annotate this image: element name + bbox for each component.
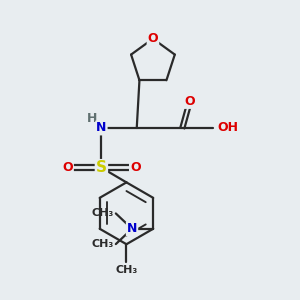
Text: CH₃: CH₃: [115, 265, 138, 275]
Text: N: N: [127, 222, 137, 235]
Text: OH: OH: [218, 122, 239, 134]
Text: O: O: [148, 32, 158, 45]
Text: N: N: [96, 122, 106, 134]
Text: S: S: [96, 160, 107, 175]
Text: H: H: [87, 112, 97, 125]
Text: CH₃: CH₃: [91, 208, 113, 218]
Text: O: O: [130, 161, 141, 174]
Text: O: O: [184, 95, 195, 108]
Text: O: O: [62, 161, 73, 174]
Text: CH₃: CH₃: [91, 239, 113, 249]
